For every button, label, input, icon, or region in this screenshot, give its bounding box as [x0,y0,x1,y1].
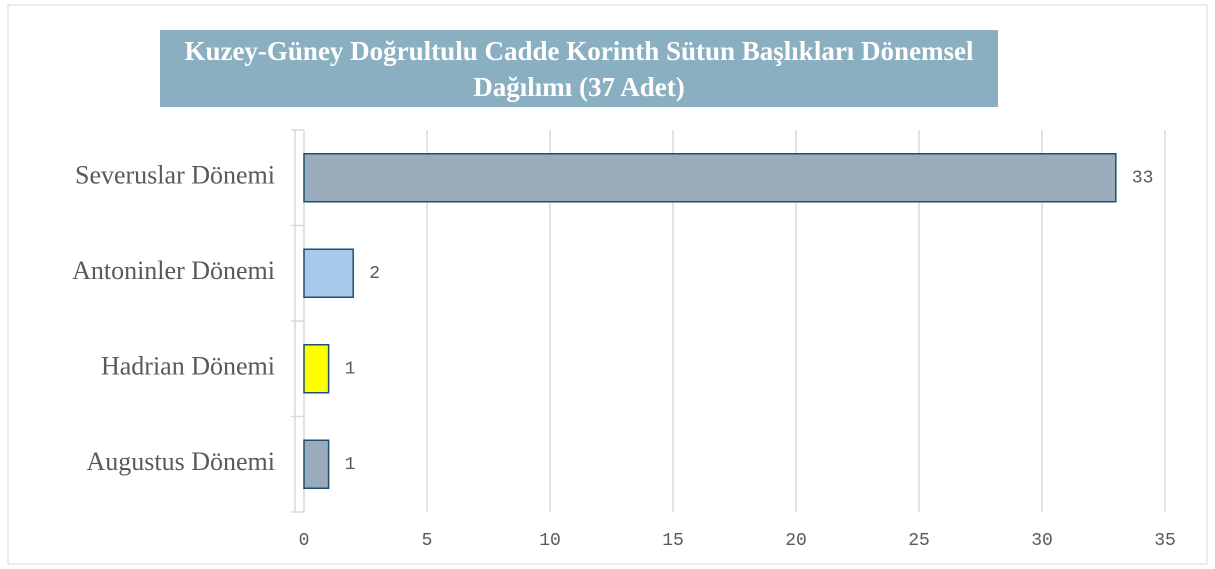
y-tick-label: Antoninler Dönemi [72,256,275,285]
bar [303,439,330,489]
bar [303,153,1117,203]
value-label: 2 [369,264,380,284]
y-tick-label: Hadrian Dönemi [101,352,275,381]
chart-border [7,4,1208,565]
bar [303,248,354,298]
value-label: 33 [1132,169,1154,189]
x-tick-label: 30 [1031,531,1053,551]
value-label: 1 [345,360,356,380]
x-tick-label: 10 [539,531,561,551]
y-tick-label: Augustus Dönemi [87,447,276,476]
x-tick-label: 35 [1154,531,1176,551]
value-label: 1 [345,455,356,475]
x-tick-label: 20 [785,531,807,551]
chart-title: Kuzey-Güney Doğrultulu Cadde Korinth Süt… [160,30,998,107]
bar [303,344,330,394]
x-tick-label: 5 [422,531,433,551]
y-tick-label: Severuslar Dönemi [75,161,275,190]
x-tick-label: 25 [908,531,930,551]
x-tick-label: 0 [299,531,310,551]
x-tick-label: 15 [662,531,684,551]
